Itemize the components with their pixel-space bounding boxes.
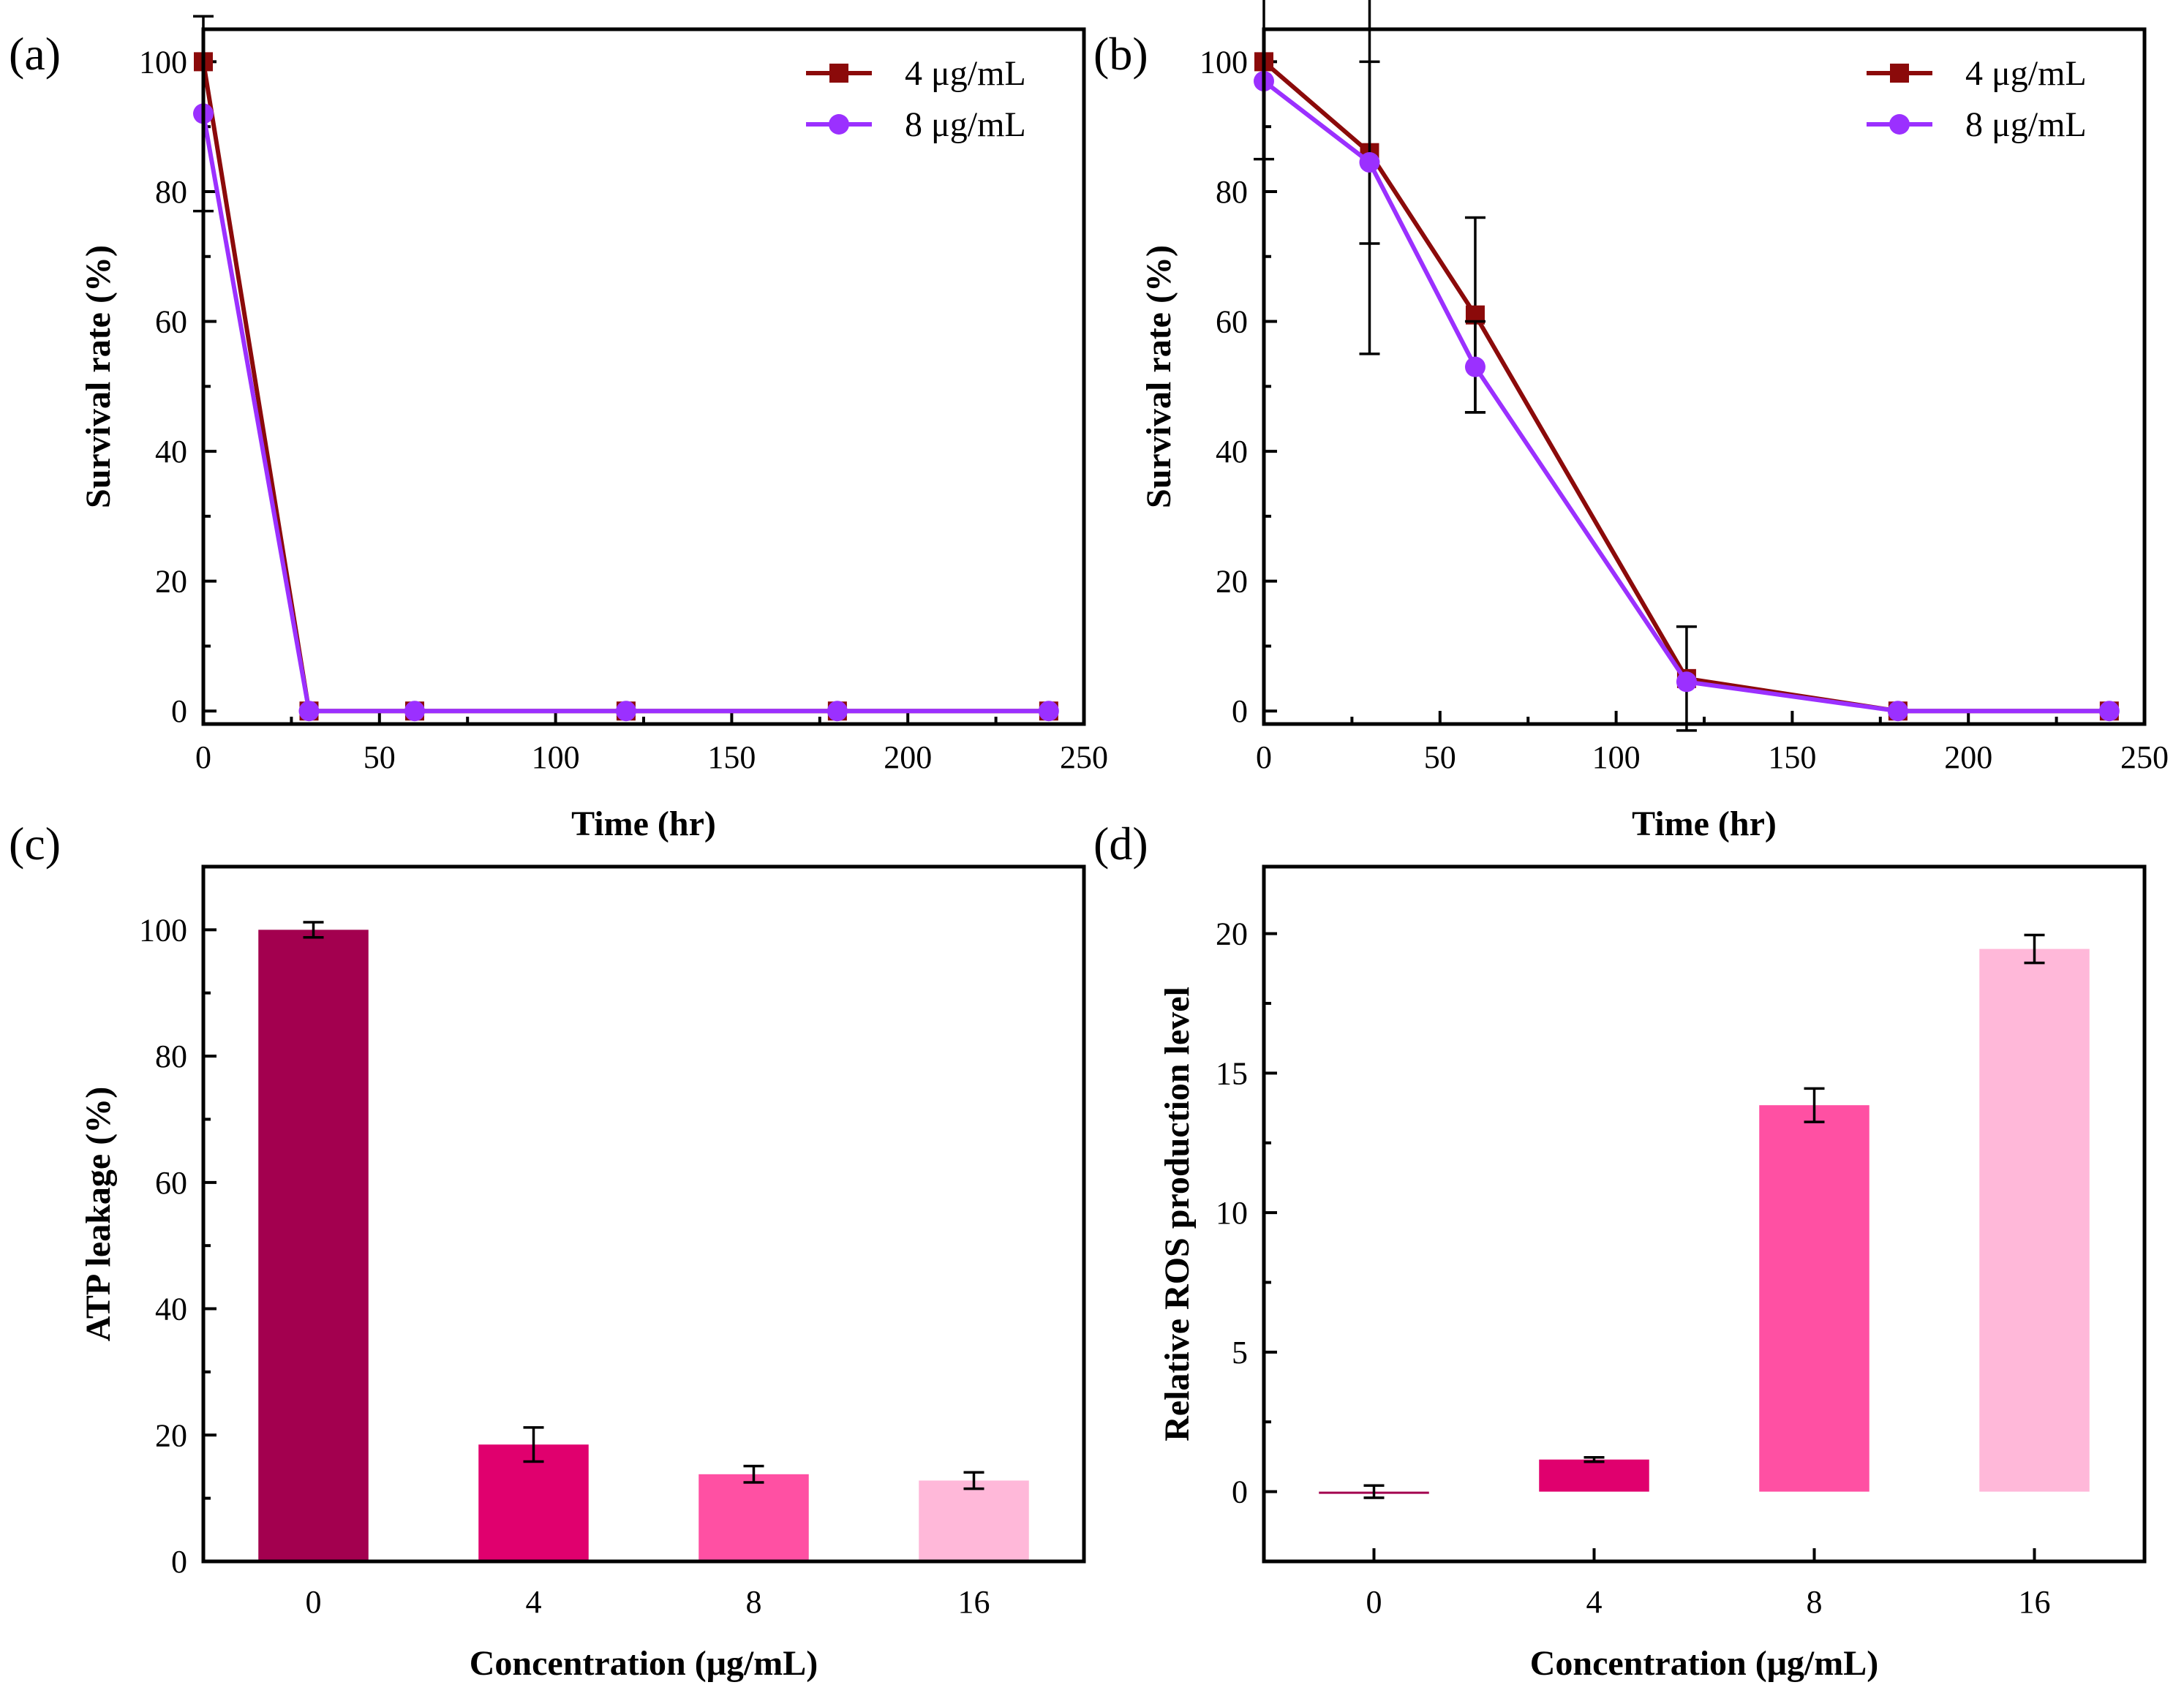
y-tick-label: 40 — [155, 1292, 187, 1327]
bar-4 — [478, 1444, 589, 1561]
data-point — [298, 701, 320, 722]
x-tick-label: 0 — [306, 1584, 322, 1620]
x-tick-label: 8 — [746, 1584, 762, 1620]
x-tick-label: 4 — [526, 1584, 542, 1620]
y-tick-label: 100 — [139, 912, 187, 948]
series-line — [201, 61, 1049, 714]
x-axis-title: Concentration (μg/mL) — [1530, 1644, 1878, 1683]
bar-0 — [258, 930, 369, 1561]
data-point — [1038, 701, 1059, 722]
data-point — [1676, 671, 1697, 693]
panel-label: (c) — [9, 818, 61, 870]
plot-frame — [1262, 27, 2147, 726]
legend-marker — [829, 64, 848, 83]
x-tick-label: 8 — [1807, 1584, 1823, 1620]
x-tick-label: 0 — [1256, 739, 1272, 775]
bar-4 — [1539, 1459, 1649, 1492]
x-tick-label: 100 — [1592, 739, 1641, 775]
y-tick-label: 40 — [1216, 434, 1248, 470]
legend-label: 4 μg/mL — [1965, 54, 2087, 93]
series-1: 8 μg/mL — [1254, 0, 2120, 722]
x-tick-label: 0 — [195, 739, 211, 775]
legend-label: 4 μg/mL — [905, 54, 1026, 93]
bar-16 — [1979, 949, 2090, 1492]
x-tick-label: 50 — [364, 739, 396, 775]
y-tick-label: 80 — [155, 174, 187, 210]
y-tick-label: 20 — [155, 564, 187, 600]
data-point — [1887, 701, 1908, 722]
x-tick-label: 200 — [884, 739, 932, 775]
panel-b: (b) 0 20 40 60 80 100 Survival rate (%) Time (hr… — [1093, 0, 2169, 843]
y-tick-label: 0 — [171, 1544, 187, 1580]
bar-8 — [1759, 1105, 1869, 1492]
y-tick-label: 60 — [155, 1165, 187, 1201]
y-tick-label: 0 — [1232, 1474, 1248, 1510]
data-point — [404, 701, 425, 722]
plot-frame — [201, 864, 1086, 1564]
series-line — [201, 113, 1049, 714]
x-tick-label: 200 — [1944, 739, 1992, 775]
x-tick-label: 150 — [1768, 739, 1816, 775]
x-tick-label: 100 — [532, 739, 580, 775]
data-point — [2098, 701, 2120, 722]
legend-marker — [829, 114, 849, 135]
data-point — [1464, 356, 1486, 377]
series-1: 8 μg/mL — [193, 15, 1059, 722]
x-tick-label: 150 — [707, 739, 756, 775]
series-line — [1262, 60, 2109, 714]
panel-d: (d) 0 5 10 15 20 Relative ROS production level… — [1093, 818, 2147, 1683]
y-tick-label: 20 — [1216, 564, 1248, 600]
x-tick-label: 250 — [2120, 739, 2169, 775]
panel-label: (a) — [9, 28, 61, 80]
y-tick-label: 20 — [1216, 916, 1248, 952]
x-tick-label: 16 — [2019, 1584, 2051, 1620]
y-axis-title: Survival rate (%) — [79, 245, 118, 508]
y-axis-title: Relative ROS production level — [1158, 987, 1197, 1441]
y-tick-label: 5 — [1232, 1335, 1248, 1371]
x-axis-title: Time (hr) — [1632, 804, 1777, 843]
y-tick-label: 10 — [1216, 1195, 1248, 1231]
legend-marker — [1890, 64, 1909, 83]
series-0: 4 μg/mL — [194, 52, 1058, 721]
y-tick-label: 60 — [1216, 304, 1248, 340]
y-tick-label: 40 — [155, 434, 187, 470]
y-tick-label: 100 — [139, 44, 187, 80]
y-tick-label: 0 — [1232, 693, 1248, 729]
plot-frame — [1262, 864, 2147, 1564]
data-point — [1359, 152, 1380, 173]
x-tick-label: 16 — [958, 1584, 990, 1620]
panel-label: (d) — [1093, 818, 1148, 870]
legend-marker — [1889, 114, 1910, 135]
x-tick-label: 50 — [1424, 739, 1456, 775]
y-axis-title: ATP leakage (%) — [79, 1087, 118, 1341]
panel-label: (b) — [1093, 28, 1148, 80]
x-axis-title: Concentration (μg/mL) — [470, 1644, 818, 1683]
legend-label: 8 μg/mL — [905, 105, 1026, 144]
x-tick-label: 250 — [1060, 739, 1108, 775]
panel-a: (a) 0 20 40 60 80 100 Survival rate (%) Time (hr… — [9, 15, 1108, 843]
y-tick-label: 15 — [1216, 1055, 1248, 1091]
x-axis-title: Time (hr) — [571, 804, 716, 843]
data-point — [826, 701, 848, 722]
plot-frame — [201, 27, 1086, 726]
bar-8 — [698, 1474, 809, 1561]
legend-label: 8 μg/mL — [1965, 105, 2087, 144]
data-point — [615, 701, 636, 722]
y-tick-label: 100 — [1200, 44, 1248, 80]
y-tick-label: 80 — [1216, 174, 1248, 210]
y-tick-label: 0 — [171, 693, 187, 729]
y-tick-label: 60 — [155, 304, 187, 340]
bar-16 — [919, 1480, 1029, 1561]
y-tick-label: 80 — [155, 1038, 187, 1074]
y-tick-label: 20 — [155, 1417, 187, 1453]
x-tick-label: 4 — [1586, 1584, 1603, 1620]
y-axis-title: Survival rate (%) — [1140, 245, 1178, 508]
series-line — [1262, 79, 2109, 714]
x-tick-label: 0 — [1366, 1584, 1382, 1620]
